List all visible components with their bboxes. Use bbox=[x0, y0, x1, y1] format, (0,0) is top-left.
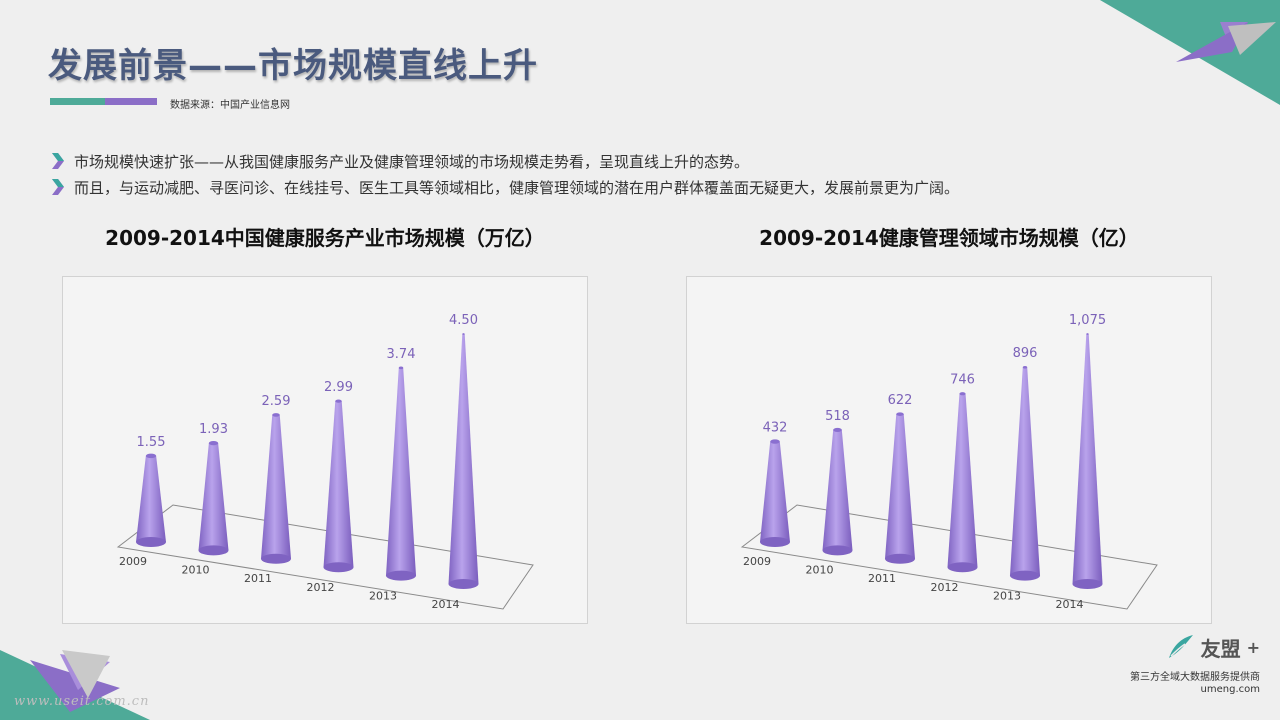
logo-plus: + bbox=[1246, 637, 1260, 657]
top-right-decoration bbox=[1100, 0, 1280, 105]
data-label: 896 bbox=[1013, 346, 1038, 361]
data-label: 1.55 bbox=[137, 435, 166, 450]
title-underline-purple bbox=[105, 98, 157, 105]
bullet-list: 市场规模快速扩张——从我国健康服务产业及健康管理领域的市场规模走势看，呈现直线上… bbox=[50, 148, 959, 200]
x-tick-label: 2014 bbox=[432, 598, 460, 611]
chart-health-management: 432 2009 518 2010 622 2011 746 2012 896 2013 1,075… bbox=[686, 276, 1212, 624]
x-tick-label: 2013 bbox=[369, 589, 397, 602]
title-underline-teal bbox=[50, 98, 105, 105]
x-tick-label: 2010 bbox=[182, 564, 210, 577]
x-tick-label: 2012 bbox=[307, 581, 335, 594]
bullet-item: 市场规模快速扩张——从我国健康服务产业及健康管理领域的市场规模走势看，呈现直线上… bbox=[50, 148, 959, 174]
umeng-feather-icon bbox=[1168, 635, 1193, 658]
x-tick-label: 2010 bbox=[806, 564, 834, 577]
chart-bar-2014 bbox=[448, 333, 479, 589]
bottom-left-decoration bbox=[0, 650, 150, 720]
chart-bar-2014 bbox=[1072, 333, 1103, 589]
x-tick-label: 2014 bbox=[1056, 598, 1084, 611]
data-label: 3.74 bbox=[387, 347, 416, 362]
page-title: 发展前景——市场规模直线上升 bbox=[48, 46, 538, 86]
data-label: 1.93 bbox=[199, 422, 228, 437]
x-tick-label: 2013 bbox=[993, 589, 1021, 602]
chart-bar-2011 bbox=[885, 412, 915, 564]
logo-url: umeng.com bbox=[1200, 684, 1260, 695]
chevron-right-icon bbox=[52, 179, 64, 195]
chart-health-services: 1.55 2009 1.93 2010 2.59 2011 2.99 2012 3.74 2013… bbox=[62, 276, 588, 624]
x-tick-label: 2011 bbox=[244, 572, 272, 585]
x-tick-label: 2009 bbox=[119, 555, 147, 568]
data-label: 1,075 bbox=[1069, 313, 1106, 328]
data-source: 数据来源：中国产业信息网 bbox=[170, 100, 290, 111]
x-tick-label: 2009 bbox=[743, 555, 771, 568]
chart-title-health-management: 2009-2014健康管理领域市场规模（亿） bbox=[759, 226, 1139, 250]
data-label: 746 bbox=[950, 373, 975, 388]
chart-health-management-plot: 432 2009 518 2010 622 2011 746 2012 896 2013 1,075… bbox=[740, 313, 1158, 611]
data-label: 2.59 bbox=[262, 394, 291, 409]
chart-bar-2011 bbox=[261, 413, 291, 564]
chart-bar-2010 bbox=[198, 441, 229, 556]
chart-bar-2013 bbox=[386, 366, 416, 581]
watermark: www.useit.com.cn bbox=[14, 694, 150, 709]
chart-title-health-services: 2009-2014中国健康服务产业市场规模（万亿） bbox=[105, 226, 545, 250]
logo-name: 友盟 bbox=[1200, 636, 1241, 661]
bullet-text: 市场规模快速扩张——从我国健康服务产业及健康管理领域的市场规模走势看，呈现直线上… bbox=[74, 152, 750, 171]
data-label: 2.99 bbox=[324, 380, 353, 395]
chart-bar-2012 bbox=[947, 392, 978, 573]
chart-bar-2009 bbox=[136, 453, 166, 547]
x-tick-label: 2011 bbox=[868, 572, 896, 585]
chart-health-services-plot: 1.55 2009 1.93 2010 2.59 2011 2.99 2012 3.74 2013… bbox=[116, 313, 534, 611]
chart-bar-2010 bbox=[822, 427, 853, 556]
bullet-text: 而且，与运动减肥、寻医问诊、在线挂号、医生工具等领域相比，健康管理领域的潜在用户… bbox=[74, 178, 960, 197]
chevron-right-icon bbox=[52, 153, 64, 169]
x-tick-label: 2012 bbox=[931, 581, 959, 594]
bullet-item: 而且，与运动减肥、寻医问诊、在线挂号、医生工具等领域相比，健康管理领域的潜在用户… bbox=[50, 174, 959, 200]
data-label: 622 bbox=[888, 393, 913, 408]
chart-bar-2012 bbox=[323, 399, 354, 573]
data-label: 4.50 bbox=[449, 313, 478, 328]
logo-tagline: 第三方全域大数据服务提供商 bbox=[1130, 672, 1260, 683]
data-label: 518 bbox=[825, 409, 850, 424]
data-label: 432 bbox=[763, 421, 788, 436]
umeng-logo: 友盟 + 第三方全域大数据服务提供商 umeng.com bbox=[1130, 632, 1260, 695]
chart-bar-2009 bbox=[760, 439, 790, 547]
chart-bar-2013 bbox=[1010, 365, 1040, 581]
